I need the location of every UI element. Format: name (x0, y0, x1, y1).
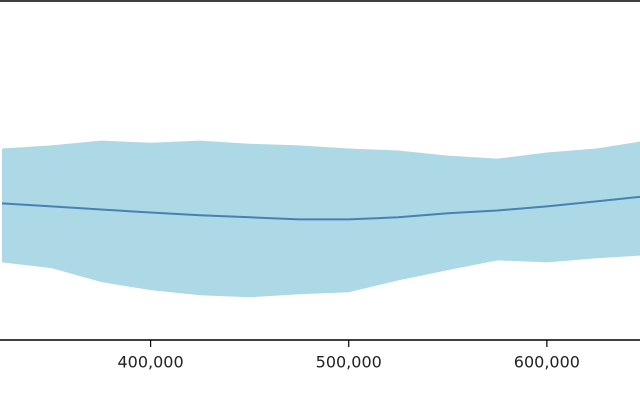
x-tick-label: 600,000 (514, 353, 580, 372)
plot-area (1, 140, 640, 298)
x-tick-label: 400,000 (118, 353, 184, 372)
x-tick-label: 500,000 (316, 353, 382, 372)
line (1, 195, 640, 221)
